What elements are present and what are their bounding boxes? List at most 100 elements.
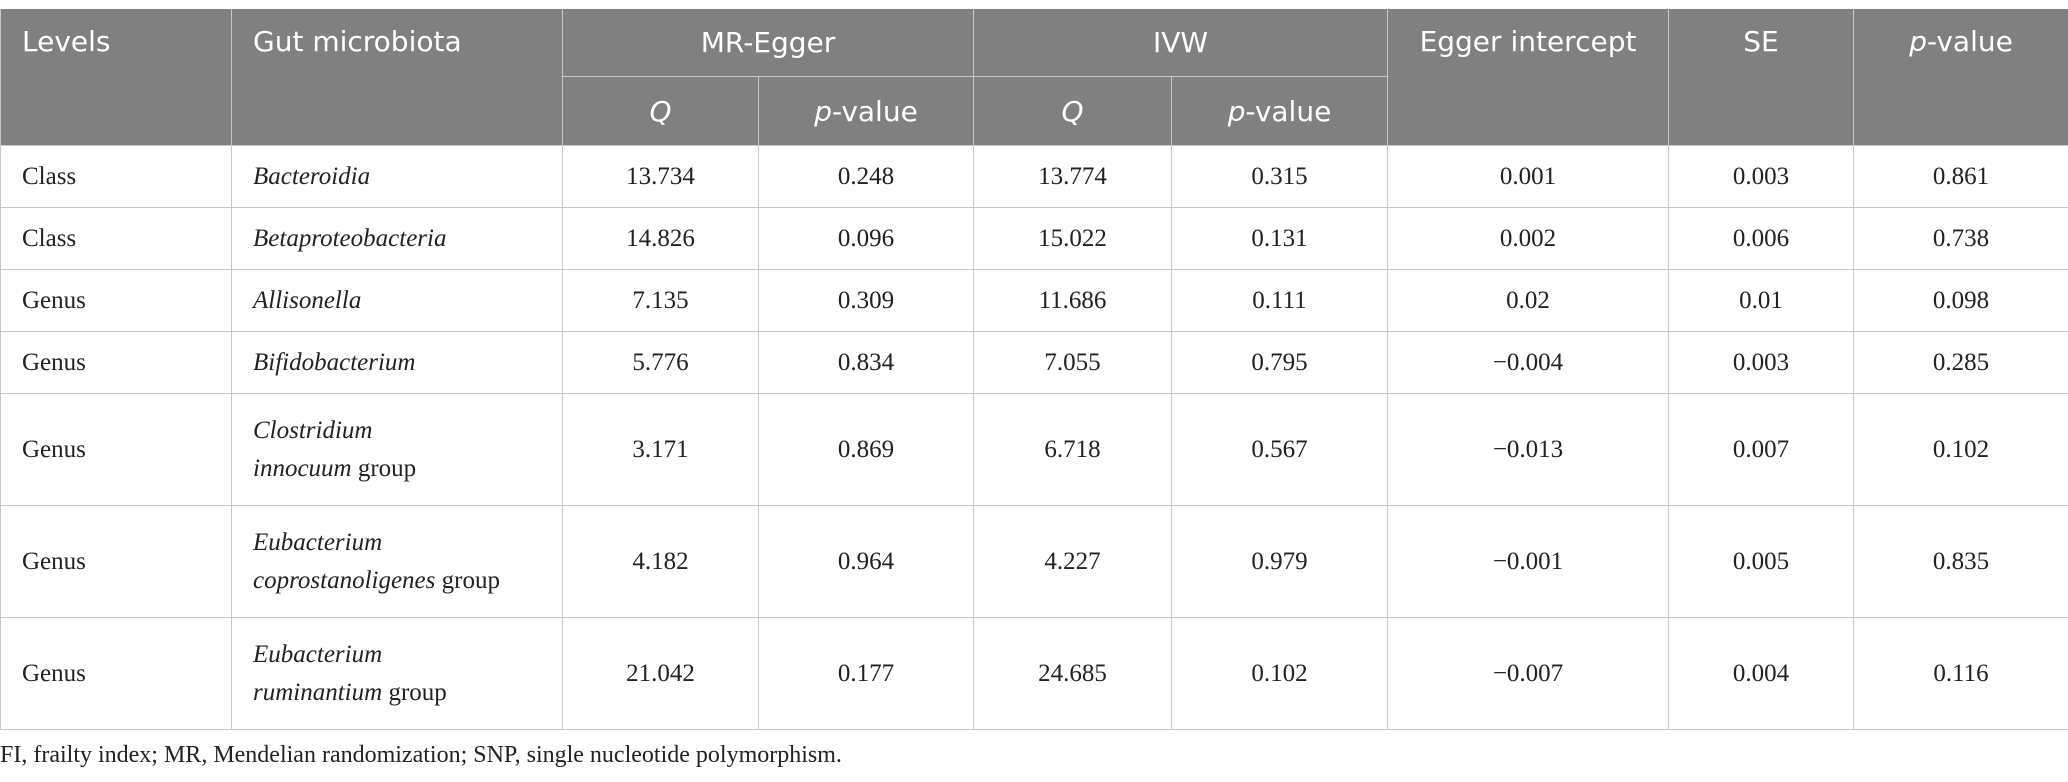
- value-cell: 0.098: [1853, 269, 2068, 332]
- value-cell: 0.795: [1170, 331, 1389, 394]
- taxon-suffix: group: [357, 454, 417, 482]
- taxon-name: Bacteroidia: [253, 162, 371, 190]
- value-cell: 24.685: [973, 617, 1172, 730]
- table-body: Class Bacteroidia 13.734 0.248 13.774 0.315 0.…: [0, 145, 2068, 730]
- header-cell: SE: [1668, 9, 1855, 146]
- header-cell: p-value: [758, 76, 974, 146]
- microbiota-cell: Bacteroidia: [231, 145, 563, 208]
- value-cell: 0.003: [1668, 331, 1855, 394]
- header-row: Q p-value Q p-value: [1, 76, 2068, 146]
- value-cell: 0.835: [1853, 505, 2068, 618]
- header-cell: Egger intercept: [1387, 9, 1670, 146]
- value-cell: 0.102: [1853, 393, 2068, 506]
- taxon-name: Betaproteobacteria: [253, 224, 447, 252]
- table-row: Genus Clostridium innocuum group 3.171 0.869…: [0, 393, 2068, 506]
- header-cell: Q: [562, 76, 759, 146]
- value-cell: 0.01: [1668, 269, 1855, 332]
- header-cell: Levels: [0, 9, 232, 146]
- table-row: Genus Eubacterium coprostanoligenes group 4…: [0, 505, 2068, 618]
- microbiota-cell: Clostridium innocuum group: [231, 393, 563, 506]
- value-cell: 13.734: [562, 145, 759, 208]
- p-italic: p: [814, 94, 832, 128]
- value-cell: 0.003: [1668, 145, 1855, 208]
- header-row: Levels Gut microbiota MR-Egger IVW Egger…: [0, 9, 2068, 146]
- value-cell: 0.001: [1387, 145, 1670, 208]
- value-cell: 0.177: [758, 617, 974, 730]
- value-cell: 0.102: [1170, 617, 1389, 730]
- level-cell: Class: [0, 145, 232, 208]
- value-cell: 0.869: [758, 393, 974, 506]
- value-cell: 4.227: [973, 505, 1172, 618]
- table-row: Class Bacteroidia 13.734 0.248 13.774 0.315 0.…: [0, 145, 2068, 208]
- taxon-suffix: group: [388, 678, 447, 706]
- value-cell: −0.001: [1387, 505, 1670, 618]
- table-row: Class Betaproteobacteria 14.826 0.096 15.022…: [0, 207, 2068, 270]
- value-cell: 0.315: [1170, 145, 1389, 208]
- table-row: Genus Eubacterium ruminantium group 21.042 0…: [0, 617, 2068, 730]
- microbiota-cell: Bifidobacterium: [231, 331, 563, 394]
- value-cell: −0.007: [1387, 617, 1670, 730]
- value-cell: 11.686: [973, 269, 1172, 332]
- value-cell: 5.776: [562, 331, 759, 394]
- value-cell: 21.042: [562, 617, 759, 730]
- value-cell: 0.006: [1668, 207, 1855, 270]
- header-cell: p-value: [1853, 9, 2068, 146]
- microbiota-cell: Eubacterium ruminantium group: [231, 617, 563, 730]
- table-row: Genus Bifidobacterium 5.776 0.834 7.055 0.795…: [0, 331, 2068, 394]
- value-cell: 7.055: [973, 331, 1172, 394]
- value-cell: 0.861: [1853, 145, 2068, 208]
- value-cell: 14.826: [562, 207, 759, 270]
- value-cell: 0.116: [1853, 617, 2068, 730]
- p-italic: p: [1909, 25, 1927, 58]
- taxon-name: Eubacterium ruminantium: [253, 640, 383, 706]
- value-cell: 0.02: [1387, 269, 1670, 332]
- microbiota-cell: Allisonella: [231, 269, 563, 332]
- header-cell: Q: [973, 76, 1172, 146]
- level-cell: Genus: [0, 393, 232, 506]
- value-cell: 0.834: [758, 331, 974, 394]
- value-cell: 6.718: [973, 393, 1172, 506]
- level-cell: Genus: [0, 617, 232, 730]
- value-cell: 4.182: [562, 505, 759, 618]
- value-cell: 0.111: [1170, 269, 1389, 332]
- value-cell: 0.005: [1668, 505, 1855, 618]
- p-rest: -value: [831, 94, 918, 128]
- value-cell: 0.309: [758, 269, 974, 332]
- data-table: Levels Gut microbiota MR-Egger IVW Egger…: [0, 9, 2068, 730]
- header-cell: p-value: [1170, 76, 1389, 146]
- taxon-name: Eubacterium coprostanoligenes: [253, 528, 436, 594]
- value-cell: 7.135: [562, 269, 759, 332]
- p-rest: -value: [1245, 94, 1332, 128]
- q-label: Q: [649, 94, 672, 128]
- taxon-suffix: group: [441, 566, 500, 594]
- value-cell: 0.004: [1668, 617, 1855, 730]
- value-cell: 0.096: [758, 207, 974, 270]
- level-cell: Genus: [0, 505, 232, 618]
- table-row: Genus Allisonella 7.135 0.309 11.686 0.111 0.0…: [0, 269, 2068, 332]
- value-cell: −0.013: [1387, 393, 1670, 506]
- header-cell: IVW: [972, 9, 1389, 77]
- value-cell: 13.774: [973, 145, 1172, 208]
- taxon-name: Bifidobacterium: [253, 348, 416, 376]
- taxon-name: Allisonella: [253, 286, 362, 314]
- value-cell: 0.738: [1853, 207, 2068, 270]
- footnote: FI, frailty index; MR, Mendelian randomi…: [0, 742, 842, 768]
- header-cell: Gut microbiota: [231, 9, 563, 146]
- microbiota-cell: Betaproteobacteria: [231, 207, 563, 270]
- value-cell: 0.007: [1668, 393, 1855, 506]
- table-header: Levels Gut microbiota MR-Egger IVW Egger…: [0, 9, 2068, 146]
- microbiota-cell: Eubacterium coprostanoligenes group: [231, 505, 563, 618]
- value-cell: 0.248: [758, 145, 974, 208]
- taxon-name: Clostridium innocuum: [253, 416, 373, 482]
- value-cell: 0.002: [1387, 207, 1670, 270]
- value-cell: −0.004: [1387, 331, 1670, 394]
- value-cell: 0.979: [1170, 505, 1389, 618]
- level-cell: Class: [0, 207, 232, 270]
- value-cell: 0.285: [1853, 331, 2068, 394]
- q-label: Q: [1061, 94, 1084, 128]
- value-cell: 0.964: [758, 505, 974, 618]
- level-cell: Genus: [0, 269, 232, 332]
- p-italic: p: [1227, 94, 1246, 128]
- level-cell: Genus: [0, 331, 232, 394]
